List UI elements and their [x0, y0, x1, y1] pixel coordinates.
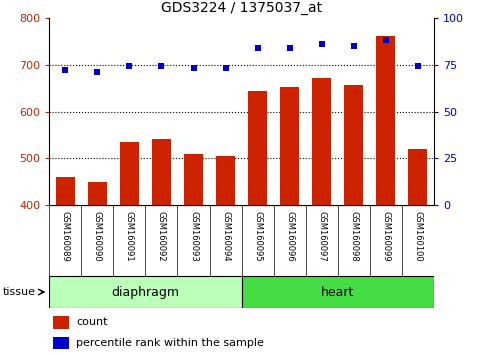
Text: GSM160098: GSM160098: [349, 211, 358, 262]
Point: [253, 45, 261, 51]
Point: [94, 69, 102, 75]
Bar: [312, 78, 331, 205]
Point: [221, 65, 229, 71]
Bar: [184, 154, 203, 205]
Point: [125, 64, 133, 69]
Point: [317, 41, 325, 47]
Point: [350, 43, 357, 48]
Text: percentile rank within the sample: percentile rank within the sample: [76, 338, 264, 348]
Text: GSM160091: GSM160091: [125, 211, 134, 262]
Text: GSM160096: GSM160096: [285, 211, 294, 262]
Bar: [242, 276, 434, 308]
Text: GSM160100: GSM160100: [413, 211, 423, 262]
Title: GDS3224 / 1375037_at: GDS3224 / 1375037_at: [161, 1, 322, 15]
Text: GSM160099: GSM160099: [381, 211, 390, 262]
Text: GSM160094: GSM160094: [221, 211, 230, 262]
Point: [61, 67, 69, 73]
Point: [382, 38, 389, 43]
Text: tissue: tissue: [2, 287, 35, 297]
Point: [286, 45, 294, 51]
Text: GSM160092: GSM160092: [157, 211, 166, 262]
Text: diaphragm: diaphragm: [111, 286, 179, 298]
Bar: [344, 85, 363, 205]
Point: [189, 65, 197, 71]
Bar: [53, 316, 69, 329]
Bar: [248, 91, 267, 205]
Point: [157, 64, 165, 69]
Bar: [88, 182, 107, 205]
Bar: [56, 177, 75, 205]
Text: GSM160095: GSM160095: [253, 211, 262, 262]
Bar: [53, 337, 69, 349]
Bar: [376, 36, 395, 205]
Text: heart: heart: [321, 286, 354, 298]
Bar: [49, 276, 242, 308]
Bar: [152, 139, 171, 205]
Text: GSM160097: GSM160097: [317, 211, 326, 262]
Bar: [280, 87, 299, 205]
Bar: [216, 156, 235, 205]
Text: count: count: [76, 317, 107, 327]
Bar: [408, 149, 427, 205]
Text: GSM160090: GSM160090: [93, 211, 102, 262]
Bar: [120, 142, 139, 205]
Point: [414, 64, 422, 69]
Text: GSM160093: GSM160093: [189, 211, 198, 262]
Text: GSM160089: GSM160089: [61, 211, 70, 262]
